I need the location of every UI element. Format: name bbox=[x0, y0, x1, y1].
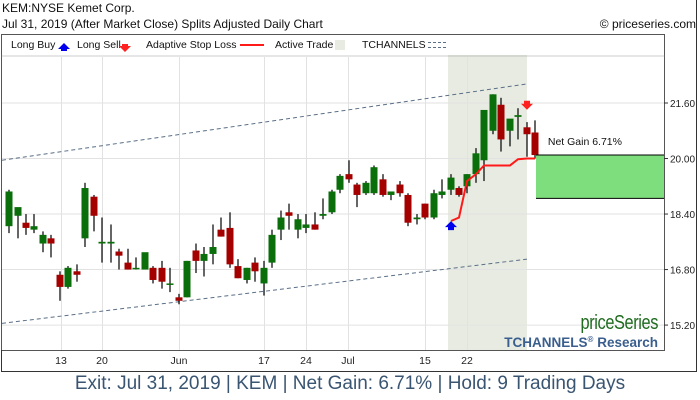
active-trade-region bbox=[448, 55, 527, 350]
long-buy-arrow-icon bbox=[445, 221, 457, 231]
x-axis: 13 20 Jun 17 24 Jul 15 22 bbox=[1, 350, 697, 372]
svg-text:18.40: 18.40 bbox=[670, 210, 695, 221]
svg-text:Jul: Jul bbox=[341, 355, 354, 367]
active-trade-swatch-icon bbox=[335, 40, 345, 50]
grid bbox=[2, 57, 664, 350]
net-gain-label: Net Gain 6.71% bbox=[548, 136, 622, 148]
tchannels-research-logo: TCHANNELS® Research bbox=[504, 335, 658, 350]
chart-title: KEM:NYSE Kemet Corp. bbox=[2, 1, 135, 15]
svg-text:20: 20 bbox=[96, 355, 108, 367]
legend-long-sell: Long Sell bbox=[77, 39, 121, 51]
chart-subtitle: Jul 31, 2019 (After Market Close) Splits… bbox=[2, 17, 323, 31]
svg-text:24: 24 bbox=[300, 355, 312, 367]
svg-text:Jun: Jun bbox=[171, 355, 188, 367]
candles bbox=[5, 94, 539, 305]
tchannels bbox=[1, 83, 528, 324]
svg-text:15: 15 bbox=[419, 355, 431, 367]
legend-adaptive-stop: Adaptive Stop Loss bbox=[146, 39, 236, 51]
trade-summary-footer: Exit: Jul 31, 2019 | KEM | Net Gain: 6.7… bbox=[74, 373, 626, 394]
svg-text:13: 13 bbox=[55, 355, 67, 367]
long-sell-arrow-icon bbox=[521, 100, 533, 110]
copyright: © priceseries.com bbox=[599, 17, 696, 31]
tchannels-swatch-icon bbox=[428, 42, 446, 48]
long-sell-icon bbox=[119, 44, 131, 52]
svg-text:21.60: 21.60 bbox=[670, 99, 695, 110]
svg-text:20.00: 20.00 bbox=[670, 155, 695, 166]
net-gain-box bbox=[536, 154, 664, 199]
priceseries-logo: priceSeries bbox=[581, 310, 659, 333]
legend-active-trade: Active Trade bbox=[275, 39, 334, 51]
svg-text:17: 17 bbox=[258, 355, 270, 367]
long-buy-icon bbox=[58, 43, 70, 51]
legend-long-buy: Long Buy bbox=[11, 39, 56, 51]
svg-text:22: 22 bbox=[461, 355, 473, 367]
legend-tchannels: TCHANNELS bbox=[362, 39, 426, 51]
legend: Long Buy Long Sell Adaptive Stop Loss Ac… bbox=[1, 39, 665, 57]
adaptive-stop-line bbox=[450, 157, 535, 222]
svg-text:16.80: 16.80 bbox=[670, 266, 695, 277]
svg-text:15.20: 15.20 bbox=[670, 321, 695, 332]
y-axis: 15.20 16.80 18.40 20.00 21.60 bbox=[664, 0, 697, 372]
trade-markers bbox=[445, 100, 533, 231]
